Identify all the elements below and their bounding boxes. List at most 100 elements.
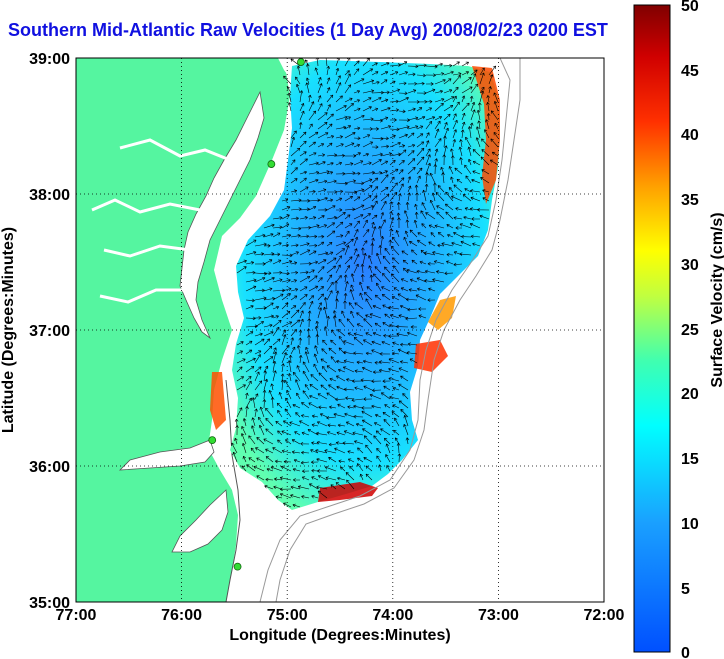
velocity-arrow bbox=[353, 89, 361, 94]
velocity-arrow bbox=[335, 115, 348, 121]
velocity-arrow bbox=[362, 205, 374, 211]
velocity-arrow bbox=[272, 351, 278, 364]
colorbar-tick-label: 15 bbox=[681, 451, 699, 468]
velocity-arrow bbox=[290, 167, 298, 175]
velocity-arrow bbox=[398, 183, 404, 193]
velocity-arrow bbox=[338, 335, 346, 346]
velocity-arrow bbox=[453, 262, 463, 267]
colorbar-tick-label: 45 bbox=[681, 63, 699, 80]
velocity-arrow bbox=[245, 270, 256, 275]
velocity-arrow bbox=[299, 234, 310, 239]
velocity-arrow bbox=[393, 287, 400, 292]
velocity-arrow bbox=[308, 224, 320, 229]
velocity-arrow bbox=[384, 404, 391, 409]
velocity-arrow bbox=[290, 295, 298, 301]
velocity-arrow bbox=[316, 457, 328, 463]
velocity-arrow bbox=[476, 109, 481, 121]
velocity-arrow bbox=[491, 151, 499, 157]
velocity-arrow bbox=[315, 334, 320, 346]
velocity-arrow bbox=[353, 60, 360, 67]
station-4 bbox=[233, 562, 242, 571]
velocity-arrow bbox=[381, 293, 391, 301]
velocity-arrow bbox=[401, 250, 409, 256]
velocity-arrow bbox=[336, 385, 346, 391]
velocity-arrow bbox=[403, 210, 409, 220]
velocity-arrow bbox=[362, 97, 372, 103]
velocity-arrow bbox=[263, 287, 273, 292]
velocity-arrow bbox=[421, 223, 427, 229]
velocity-arrow bbox=[335, 255, 342, 265]
velocity-arrow bbox=[353, 126, 361, 131]
velocity-arrow bbox=[323, 326, 328, 337]
velocity-arrow bbox=[425, 107, 433, 112]
velocity-arrow bbox=[270, 466, 283, 472]
velocity-arrow bbox=[470, 189, 481, 193]
velocity-arrow bbox=[326, 392, 337, 400]
velocity-arrow bbox=[443, 113, 451, 121]
velocity-arrow bbox=[452, 129, 457, 139]
velocity-arrow bbox=[308, 123, 313, 130]
velocity-arrow bbox=[436, 211, 445, 220]
velocity-arrow bbox=[308, 250, 317, 256]
y-tick-label: 37:00 bbox=[29, 323, 70, 340]
velocity-arrow bbox=[437, 231, 445, 238]
velocity-arrow bbox=[317, 76, 322, 85]
velocity-arrow bbox=[371, 159, 382, 166]
velocity-arrow bbox=[380, 106, 391, 112]
velocity-arrow bbox=[425, 132, 430, 139]
velocity-arrow bbox=[313, 363, 319, 373]
velocity-arrow bbox=[415, 294, 427, 301]
velocity-arrow bbox=[299, 177, 307, 184]
velocity-arrow bbox=[384, 313, 391, 319]
velocity-arrow bbox=[336, 375, 346, 382]
velocity-arrow bbox=[353, 107, 361, 112]
velocity-arrow bbox=[295, 76, 301, 85]
velocity-arrow bbox=[375, 430, 382, 436]
velocity-arrow bbox=[456, 179, 463, 184]
velocity-arrow bbox=[308, 189, 316, 194]
velocity-arrow bbox=[398, 160, 405, 166]
velocity-arrow bbox=[398, 314, 409, 319]
velocity-arrow bbox=[283, 75, 292, 85]
velocity-arrow bbox=[266, 467, 274, 472]
velocity-arrow bbox=[254, 252, 265, 256]
velocity-arrow bbox=[324, 58, 328, 67]
velocity-arrow bbox=[296, 345, 301, 355]
velocity-arrow bbox=[409, 229, 418, 238]
velocity-arrow bbox=[317, 196, 328, 202]
velocity-arrow bbox=[301, 402, 310, 409]
velocity-arrow bbox=[338, 318, 346, 328]
velocity-arrow bbox=[278, 391, 283, 400]
velocity-arrow bbox=[248, 435, 256, 445]
velocity-arrow bbox=[493, 92, 499, 103]
velocity-arrow bbox=[380, 212, 385, 220]
velocity-arrow bbox=[272, 252, 281, 257]
velocity-arrow bbox=[302, 370, 310, 382]
velocity-arrow bbox=[402, 259, 409, 265]
velocity-arrow bbox=[311, 468, 319, 473]
velocity-arrow bbox=[335, 208, 343, 212]
velocity-arrow bbox=[326, 153, 338, 158]
velocity-arrow bbox=[418, 307, 427, 311]
velocity-arrow bbox=[372, 304, 382, 310]
velocity-arrow bbox=[489, 159, 499, 166]
colorbar-label: Surface Velocity (cm/s) bbox=[709, 212, 724, 387]
velocity-arrow bbox=[290, 337, 295, 346]
velocity-arrow bbox=[366, 286, 373, 292]
velocity-arrow bbox=[398, 71, 408, 76]
velocity-arrow bbox=[434, 138, 442, 148]
velocity-arrow bbox=[337, 423, 346, 428]
velocity-arrow bbox=[317, 170, 330, 175]
velocity-arrow bbox=[308, 295, 315, 301]
velocity-arrow bbox=[398, 400, 409, 409]
velocity-arrow bbox=[398, 169, 404, 175]
velocity-arrow bbox=[308, 260, 319, 265]
velocity-arrow bbox=[461, 102, 470, 112]
velocity-arrow bbox=[382, 322, 391, 328]
velocity-arrow bbox=[272, 320, 282, 328]
velocity-arrow bbox=[335, 67, 340, 76]
velocity-arrow bbox=[254, 332, 263, 337]
velocity-arrow bbox=[288, 354, 293, 364]
velocity-arrow bbox=[283, 502, 292, 508]
velocity-arrow bbox=[259, 406, 265, 418]
